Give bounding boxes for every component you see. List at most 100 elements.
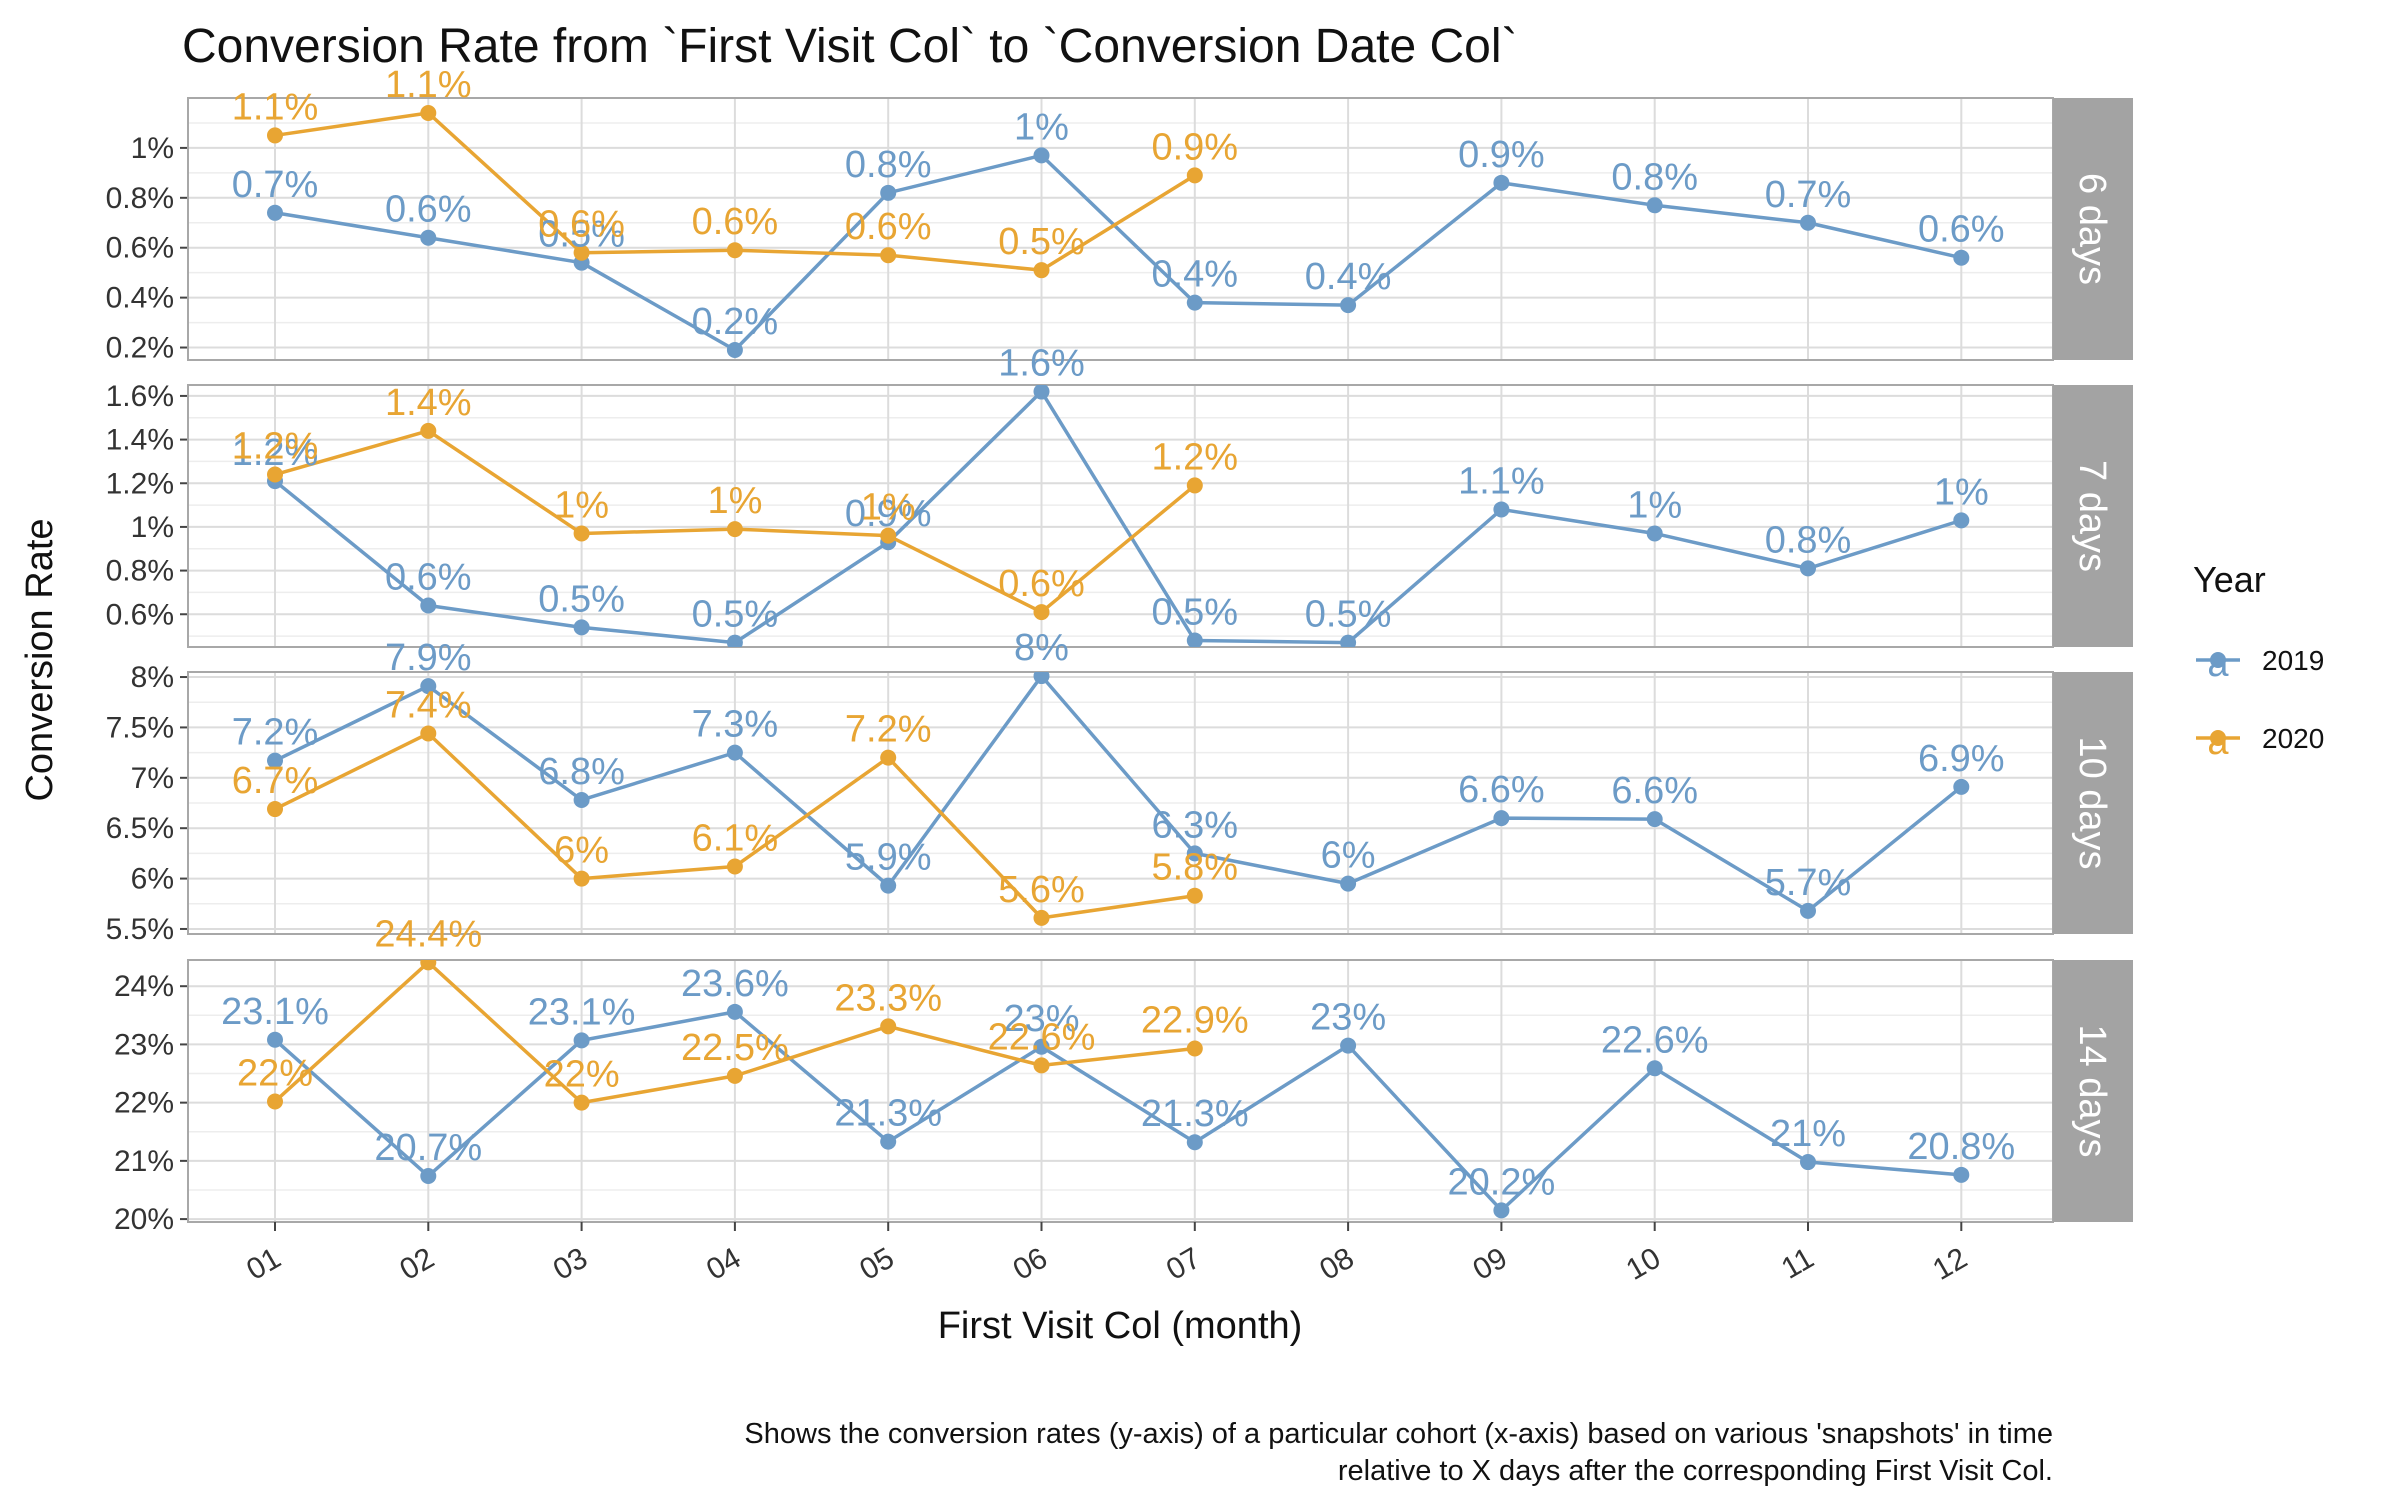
point-2020-03 (573, 1094, 590, 1111)
point-2020-05 (880, 749, 897, 766)
data-label-2019-07: 0.4% (1151, 254, 1238, 296)
point-2019-06 (1033, 672, 1050, 685)
data-label-2019-07: 0.5% (1151, 591, 1238, 633)
x-tick-label: 08 (1314, 1241, 1359, 1286)
point-2020-06 (1033, 1057, 1050, 1074)
panel-14-days: 20%21%22%23%24%14 days23.1%20.7%23.1%23.… (114, 913, 2133, 1236)
point-2020-03 (573, 870, 590, 887)
legend-item-2019: a 2019 (2196, 643, 2324, 685)
point-2020-04 (726, 242, 743, 259)
point-2019-08 (1340, 297, 1357, 314)
data-label-2020-04: 0.6% (692, 201, 779, 243)
y-tick-label: 8% (131, 661, 174, 694)
data-labels-layer: 0.7%0.6%0.5%0.2%0.8%1%0.4% 0.4%0.9%0.8% 0.… (232, 64, 2005, 343)
point-2019-07 (1186, 1134, 1203, 1151)
point-2020-07 (1186, 477, 1203, 494)
strip-10-days (2053, 672, 2133, 934)
panel-background (188, 385, 2053, 647)
point-2019-08 (1340, 1037, 1357, 1054)
y-tick-label: 5.5% (106, 913, 174, 946)
point-2019-01 (267, 204, 283, 221)
point-2019-11 (1800, 902, 1816, 919)
point-2019-04 (726, 1003, 743, 1020)
x-tick-label: 06 (1008, 1241, 1053, 1286)
point-2019-06 (1033, 385, 1050, 400)
data-label-2019-08: 0.4% (1305, 256, 1392, 298)
y-tick-label: 0.4% (106, 282, 174, 315)
data-label-2019-07: 21.3% (1141, 1093, 1249, 1135)
y-tick-label: 6% (131, 863, 174, 896)
point-2019-03 (573, 791, 590, 808)
point-2019-08 (1340, 875, 1357, 892)
data-label-2020-05: 7.2% (845, 709, 932, 751)
y-tick-label: 0.8% (106, 182, 174, 215)
data-label-2020-02: 7.4% (385, 684, 472, 726)
data-label-2019-09: 20.2% (1448, 1161, 1556, 1203)
data-label-2019-02: 20.7% (374, 1127, 482, 1169)
point-2019-01 (267, 1031, 283, 1048)
point-2020-06 (1033, 909, 1050, 926)
data-label-2020-05: 23.3% (834, 977, 942, 1019)
point-2020-02 (420, 960, 437, 971)
point-2019-12 (1953, 512, 1970, 529)
data-label-2020-03: 1% (554, 484, 609, 526)
point-2019-06 (1033, 1038, 1050, 1055)
strip-14-days (2053, 960, 2133, 1222)
data-label-2019-10: 1% (1627, 484, 1682, 526)
data-label-2020-02: 1.1% (385, 64, 472, 106)
caption-line-1: Shows the conversion rates (y-axis) of a… (744, 1418, 2053, 1450)
point-2019-04 (726, 342, 743, 359)
legend-item-2020: a 2020 (2196, 721, 2324, 763)
data-label-2019-04: 0.5% (692, 594, 779, 636)
point-2020-05 (880, 247, 897, 264)
data-label-2020-07: 5.8% (1151, 847, 1238, 889)
point-2019-06 (1033, 147, 1050, 164)
legend-key-dot-2020 (2210, 730, 2226, 746)
legend-key-dot-2019 (2210, 652, 2226, 668)
point-2020-03 (573, 525, 590, 542)
point-2019-05 (880, 1133, 897, 1150)
data-label-2020-07: 22.9% (1141, 999, 1249, 1041)
point-2019-12 (1953, 1166, 1970, 1183)
point-2019-05 (880, 184, 897, 201)
data-label-2019-10: 6.6% (1611, 770, 1698, 812)
point-2019-02 (420, 1168, 437, 1185)
point-2019-02 (420, 597, 437, 614)
x-axis-title: First Visit Col (month) (938, 1305, 1303, 1347)
point-2020-02 (420, 104, 437, 121)
point-2019-09 (1493, 810, 1510, 827)
data-labels-layer: 23.1% 20.7% 23.1% 23.6% 21.3% 23% 21.3% 23% 20.2… (221, 913, 2015, 1203)
point-2020-04 (726, 521, 743, 538)
x-tick-labels: 01 02 03 04 05 06 07 08 09 10 11 12 (241, 1222, 1973, 1287)
point-2020-02 (420, 725, 437, 742)
data-label-2020-04: 22.5% (681, 1027, 789, 1069)
data-label-2019-08: 6% (1321, 835, 1376, 877)
x-tick-label: 02 (394, 1241, 439, 1286)
point-2019-11 (1800, 560, 1816, 577)
panel-6-days: 0.2%0.4%0.6%0.8%1%6 days0.7%0.6%0.5%0.2%… (106, 64, 2133, 365)
data-label-2020-03: 22% (544, 1054, 620, 1096)
data-label-2020-06: 0.6% (998, 563, 1085, 605)
data-label-2020-06: 0.5% (998, 221, 1085, 263)
point-2019-10 (1646, 525, 1663, 542)
data-label-2020-04: 1% (707, 480, 762, 522)
data-labels-layer: 7.2% 7.9% 6.8% 7.3% 5.9% 8% 6.3% 6% 6.6% 6.6% 5.7%… (232, 627, 2005, 911)
y-tick-label: 1% (131, 511, 174, 544)
data-label-2019-09: 1.1% (1458, 460, 1545, 502)
strip-label: 6 days (2071, 173, 2113, 285)
data-label-2019-02: 0.6% (385, 189, 472, 231)
data-label-2020-05: 0.6% (845, 206, 932, 248)
x-tick-label: 09 (1467, 1241, 1512, 1286)
x-tick-label: 07 (1161, 1241, 1206, 1286)
data-label-2020-04: 6.1% (692, 817, 779, 859)
x-tick-label: 11 (1776, 1241, 1819, 1285)
point-2019-04 (726, 634, 743, 647)
point-2020-01 (267, 127, 283, 144)
data-label-2019-06: 1% (1014, 106, 1069, 148)
data-label-2019-07: 6.3% (1151, 804, 1238, 846)
point-2020-06 (1033, 604, 1050, 621)
strip-label: 10 days (2071, 736, 2113, 869)
point-2020-07 (1186, 1040, 1203, 1057)
series-layer (267, 385, 1970, 647)
data-label-2019-03: 0.5% (538, 214, 625, 256)
